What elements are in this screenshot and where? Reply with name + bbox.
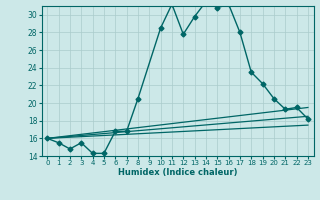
X-axis label: Humidex (Indice chaleur): Humidex (Indice chaleur) xyxy=(118,168,237,177)
